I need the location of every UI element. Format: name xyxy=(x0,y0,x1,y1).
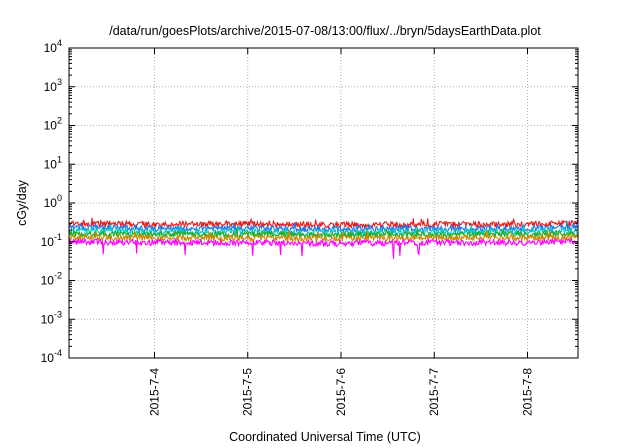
series-line xyxy=(68,227,579,240)
series-line xyxy=(68,230,579,244)
y-axis-label: cGy/day xyxy=(15,179,29,226)
x-tick-label: 2015-7-5 xyxy=(241,368,255,416)
chart-title: /data/run/goesPlots/archive/2015-07-08/1… xyxy=(109,24,541,38)
y-tick-label: 101 xyxy=(44,154,62,171)
y-axis: 10-4 10-3 10-2 10-1 100 101 102 103 104 xyxy=(41,38,578,365)
series-group xyxy=(68,217,579,259)
grid xyxy=(69,48,578,358)
y-tick-label: 104 xyxy=(44,38,62,55)
y-tick-label: 103 xyxy=(44,77,62,94)
y-tick-label: 102 xyxy=(44,116,62,133)
x-tick-label: 2015-7-6 xyxy=(334,368,348,416)
y-tick-label: 10-1 xyxy=(41,232,62,249)
series-line xyxy=(68,217,579,230)
x-tick-label: 2015-7-4 xyxy=(147,368,161,416)
y-tick-label: 10-2 xyxy=(41,271,62,288)
x-axis-label: Coordinated Universal Time (UTC) xyxy=(229,430,421,444)
y-tick-label: 10-3 xyxy=(41,309,62,326)
x-axis: 2015-7-4 2015-7-5 2015-7-6 2015-7-7 2015-7-8 xyxy=(147,48,534,416)
series-line xyxy=(68,221,579,234)
y-tick-label: 10-4 xyxy=(41,348,62,365)
series-line xyxy=(68,224,579,237)
series-line xyxy=(68,237,579,259)
y-tick-label: 100 xyxy=(44,193,62,210)
x-tick-label: 2015-7-8 xyxy=(520,368,534,416)
x-tick-label: 2015-7-7 xyxy=(427,368,441,416)
